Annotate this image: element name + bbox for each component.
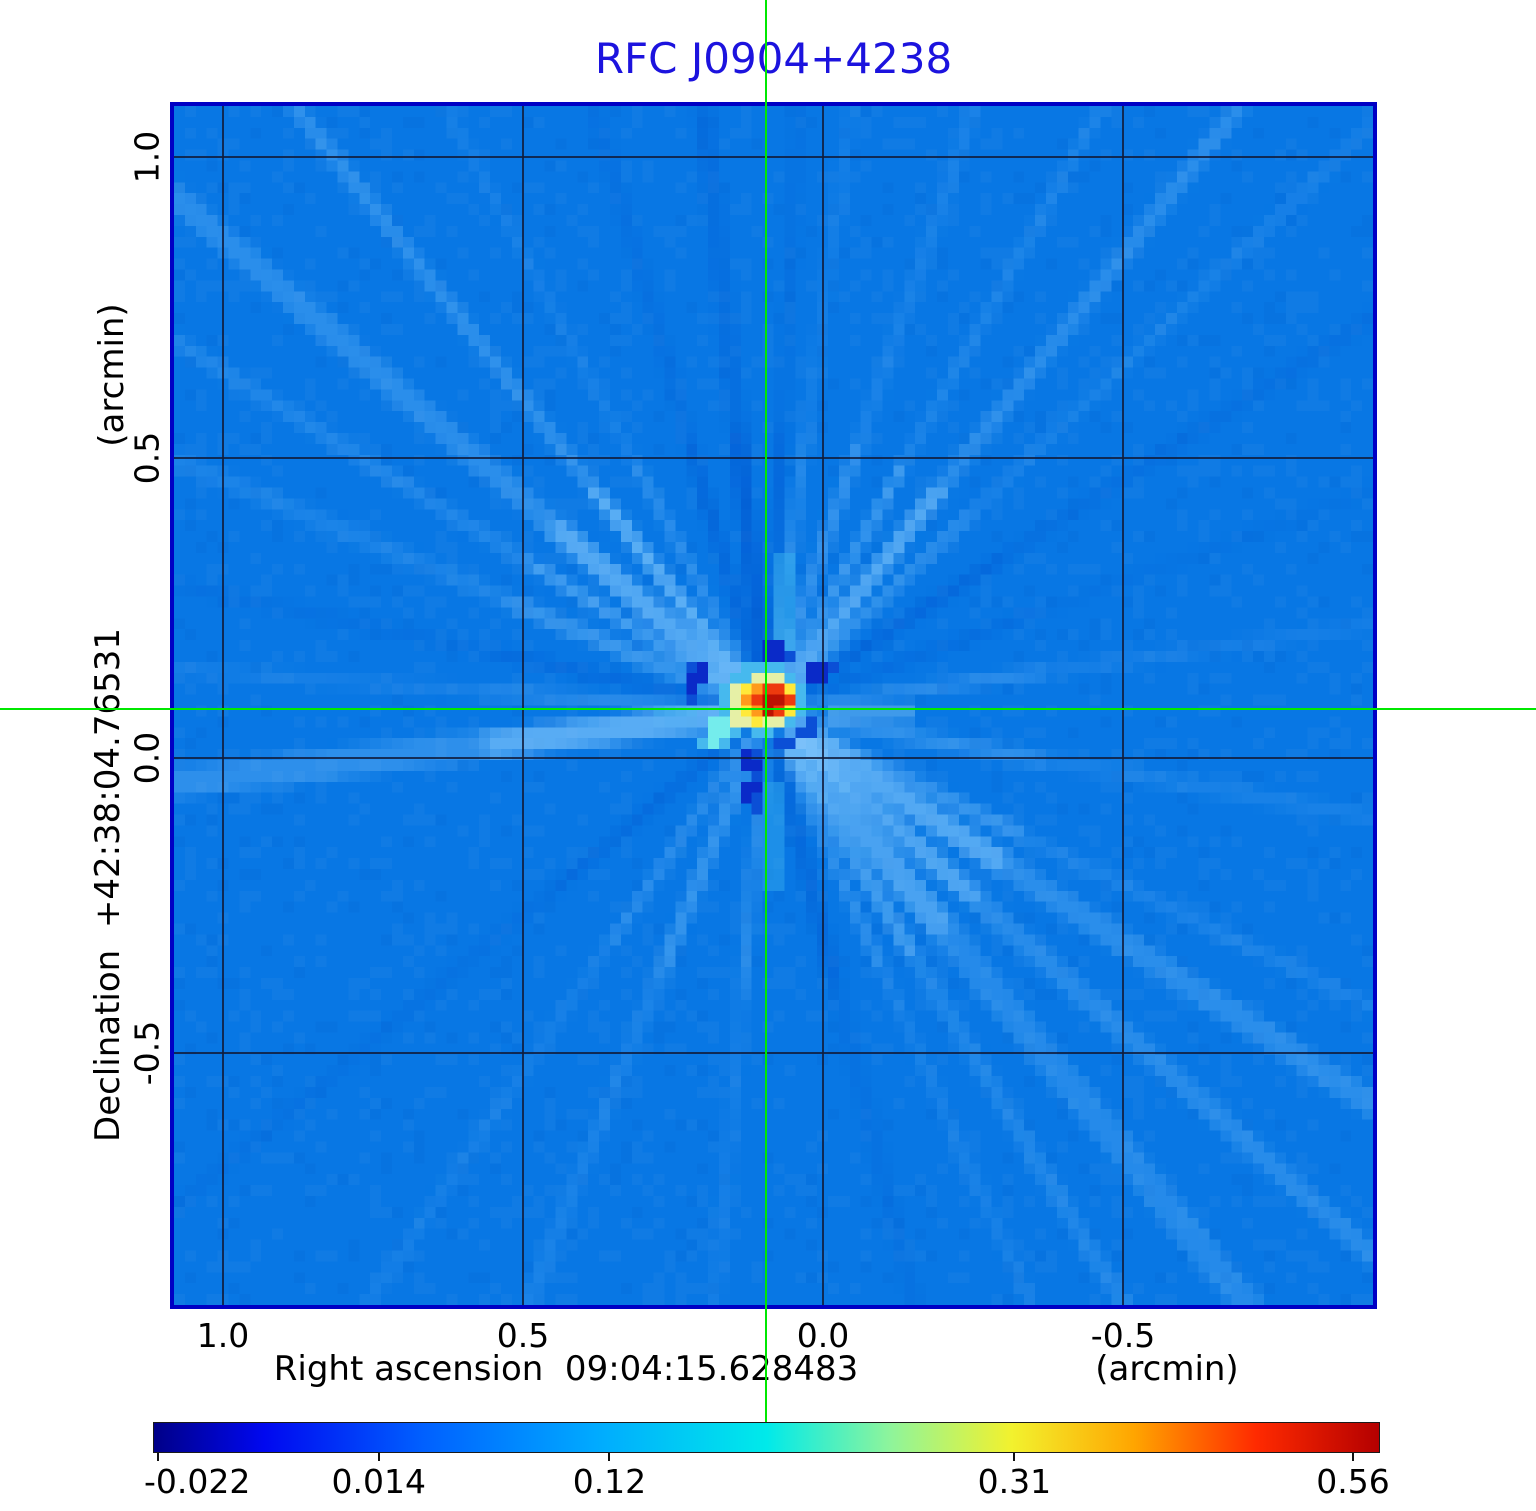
colorbar bbox=[153, 1422, 1380, 1453]
colorbar-tick bbox=[156, 1453, 159, 1461]
y-axis-unit: (arcmin) bbox=[92, 303, 132, 447]
colorbar-tick-label: 0.014 bbox=[331, 1462, 427, 1501]
y-tick-label: 1.0 bbox=[127, 130, 167, 184]
y-grid-line bbox=[174, 457, 1373, 460]
x-tick-label: 0.0 bbox=[796, 1316, 850, 1355]
radio-map-image bbox=[174, 106, 1373, 1305]
y-grid-line bbox=[174, 757, 1373, 760]
x-tick-label: -0.5 bbox=[1090, 1316, 1156, 1355]
x-axis-unit: (arcmin) bbox=[1095, 1349, 1239, 1389]
x-grid-line bbox=[1122, 106, 1124, 1305]
x-axis-label: Right ascension 09:04:15.628483 bbox=[273, 1349, 859, 1389]
crosshair-vertical-line bbox=[764, 0, 767, 1422]
x-grid-line bbox=[522, 106, 525, 1305]
y-grid-line bbox=[174, 1051, 1373, 1054]
x-tick-label: 0.5 bbox=[496, 1316, 550, 1355]
y-grid-line bbox=[174, 155, 1373, 158]
y-tick-label: 0.5 bbox=[127, 431, 167, 485]
colorbar-tick-label: 0.56 bbox=[1316, 1462, 1390, 1501]
x-tick-label: 1.0 bbox=[196, 1316, 250, 1355]
y-axis-label: Declination +42:38:04.76531 bbox=[88, 628, 128, 1142]
colorbar-tick bbox=[1352, 1453, 1354, 1461]
colorbar-tick bbox=[377, 1453, 380, 1461]
y-tick-label: -0.5 bbox=[127, 1020, 167, 1086]
x-grid-line bbox=[222, 106, 225, 1305]
map-plot-area bbox=[170, 102, 1377, 1309]
colorbar-tick-label: 0.31 bbox=[977, 1462, 1052, 1501]
x-grid-line bbox=[822, 106, 825, 1305]
figure-title: RFC J0904+4238 bbox=[594, 34, 953, 83]
colorbar-tick-label: 0.12 bbox=[572, 1462, 647, 1501]
crosshair-horizontal-line bbox=[0, 707, 1536, 710]
colorbar-tick bbox=[1013, 1453, 1016, 1461]
colorbar-tick bbox=[608, 1453, 611, 1461]
colorbar-tick-label: -0.022 bbox=[143, 1462, 251, 1501]
y-tick-label: 0.0 bbox=[127, 731, 167, 785]
